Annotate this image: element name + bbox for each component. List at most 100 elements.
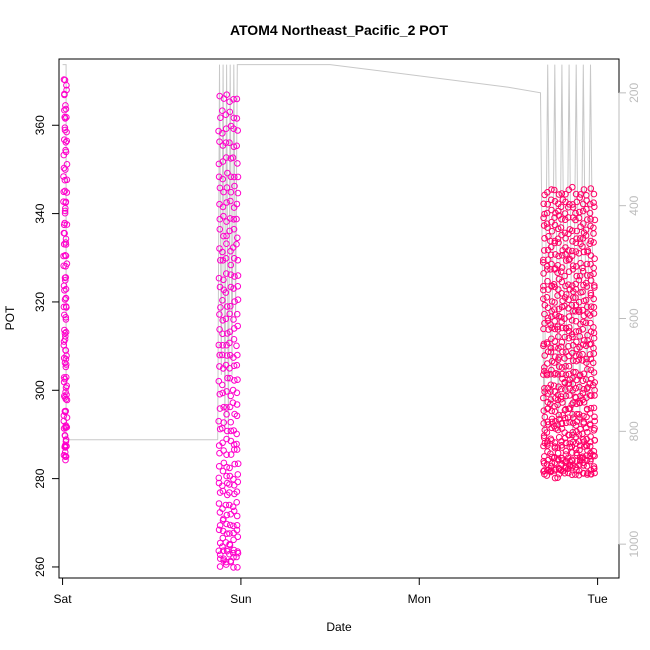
data-point (548, 467, 555, 474)
data-point (226, 464, 233, 472)
data-point (547, 435, 555, 443)
data-point (226, 215, 234, 222)
data-point (544, 304, 552, 312)
data-point (582, 296, 590, 304)
data-point (230, 522, 237, 530)
data-point (573, 235, 580, 242)
data-point (223, 511, 231, 519)
data-point (219, 534, 227, 542)
x-axis-label: Date (326, 620, 352, 634)
data-point (575, 438, 583, 445)
data-point (583, 283, 591, 290)
data-point (544, 224, 551, 231)
data-point (591, 413, 598, 421)
data-point (216, 449, 223, 457)
data-point (587, 470, 595, 478)
data-point (231, 298, 238, 305)
data-point (579, 243, 586, 250)
data-point (562, 405, 569, 413)
data-point (547, 251, 555, 259)
data-point (62, 456, 69, 464)
data-point (547, 396, 555, 403)
data-point (554, 474, 561, 482)
data-point (552, 417, 559, 425)
data-point (541, 467, 548, 474)
data-point (216, 405, 224, 412)
data-point (583, 303, 591, 311)
data-point (543, 294, 551, 301)
data-point (219, 439, 226, 447)
data-point (580, 462, 587, 469)
data-point (551, 371, 558, 378)
data-point (576, 333, 584, 340)
data-point (62, 295, 70, 302)
data-point (219, 317, 226, 324)
data-point (234, 351, 241, 359)
data-point (573, 338, 580, 346)
data-point (226, 501, 233, 509)
data-point (572, 190, 580, 198)
data-point (548, 407, 556, 415)
series-pot-profile-1 (60, 76, 71, 464)
data-point (579, 200, 587, 208)
data-point (554, 391, 562, 399)
data-point (219, 203, 227, 211)
data-point (62, 374, 70, 381)
data-point (569, 247, 576, 255)
data-point (222, 139, 230, 146)
data-point (62, 333, 69, 340)
data-point (590, 448, 598, 455)
data-point (559, 399, 566, 406)
data-point (565, 343, 572, 350)
data-point (579, 453, 587, 461)
data-point (233, 401, 241, 408)
data-point (226, 310, 233, 318)
data-point (565, 362, 573, 370)
data-point (540, 434, 548, 442)
data-point (586, 380, 594, 387)
data-point (230, 362, 238, 370)
data-point (220, 276, 227, 284)
data-point (579, 306, 586, 314)
data-point (234, 296, 242, 304)
data-point (568, 252, 576, 260)
data-point (220, 212, 227, 220)
data-point (227, 451, 235, 458)
data-point (219, 543, 226, 550)
data-point (586, 312, 594, 319)
y2-tick-label: 400 (627, 195, 641, 215)
series-pot-profiles-3 (539, 183, 599, 482)
data-point (229, 503, 237, 511)
data-point (555, 252, 562, 260)
y-tick-label: 260 (33, 557, 47, 577)
data-point (230, 114, 238, 122)
data-point (587, 433, 594, 440)
data-point (561, 210, 569, 217)
data-point (61, 296, 69, 303)
data-point (587, 319, 594, 327)
data-point (541, 352, 549, 359)
data-point (227, 510, 234, 518)
data-point (573, 376, 580, 384)
data-point (566, 385, 573, 392)
data-point (220, 232, 227, 240)
data-point (217, 114, 224, 121)
data-point (233, 412, 241, 420)
data-point (550, 382, 558, 390)
data-point (563, 291, 570, 298)
data-point (543, 429, 551, 436)
data-point (223, 303, 231, 310)
data-point (551, 186, 558, 194)
data-point (215, 274, 223, 282)
data-point (220, 447, 227, 454)
data-point (566, 440, 574, 447)
data-point (569, 333, 576, 341)
data-point (583, 359, 590, 366)
data-point (234, 234, 241, 242)
data-point (230, 316, 237, 323)
data-point (234, 548, 241, 555)
data-point (226, 481, 233, 488)
data-point (62, 395, 70, 403)
data-point (219, 351, 226, 359)
data-point (226, 521, 234, 529)
